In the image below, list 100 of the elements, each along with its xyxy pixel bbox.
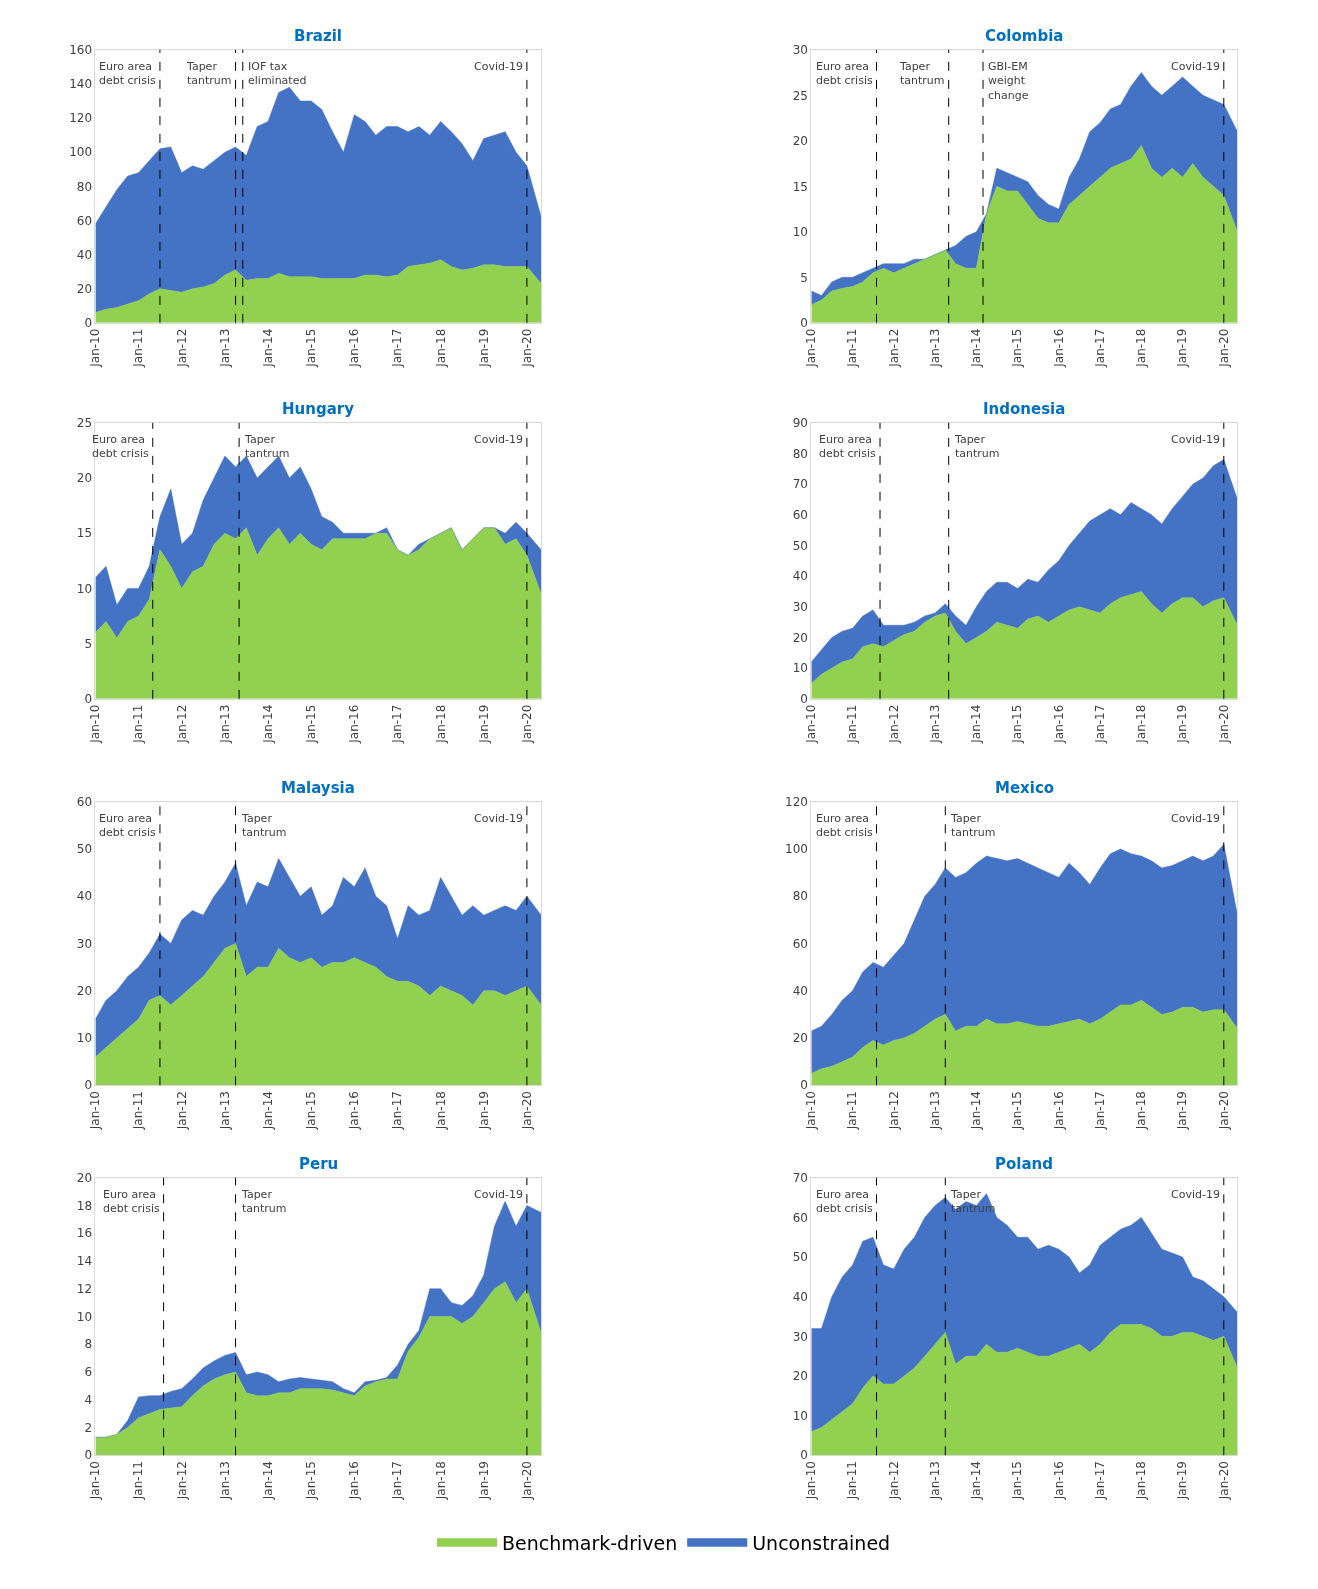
y-tick-label: 30	[76, 936, 93, 951]
x-tick-label: Jan-14	[260, 1461, 275, 1501]
x-tick-label: Jan-10	[804, 1091, 819, 1131]
y-tick-label: 0	[800, 1448, 808, 1463]
ref-line-label: Covid-19	[474, 60, 523, 73]
x-tick-label: Jan-20	[519, 1091, 534, 1131]
ref-line-label: Taper tantrum	[950, 812, 996, 840]
x-tick-label: Jan-20	[1216, 1091, 1231, 1131]
y-tick-label: 120	[785, 794, 808, 809]
y-tick-label: 18	[76, 1198, 93, 1213]
x-tick-label: Jan-10	[804, 328, 819, 368]
y-tick-label: 0	[84, 316, 93, 331]
x-tick-label: Jan-17	[1093, 1461, 1108, 1501]
x-tick-label: Jan-11	[845, 328, 860, 368]
ref-line-label: Taper tantrum	[244, 433, 290, 461]
x-tick-label: Jan-12	[174, 704, 189, 744]
y-tick-label: 10	[76, 581, 93, 596]
y-tick-label: 10	[792, 661, 808, 676]
x-tick-label: Jan-11	[131, 704, 146, 744]
x-tick-label: Jan-15	[1010, 1091, 1025, 1131]
x-tick-label: Jan-10	[88, 704, 103, 744]
y-tick-label: 40	[792, 983, 808, 998]
ref-line-label: Euro area debt crisis	[816, 1188, 873, 1216]
x-tick-label: Jan-11	[845, 1091, 860, 1131]
ref-line-label: Euro area debt crisis	[816, 812, 873, 840]
x-tick-label: Jan-19	[1175, 328, 1190, 368]
y-tick-label: 14	[76, 1254, 93, 1269]
x-tick-label: Jan-12	[886, 328, 901, 368]
ref-line-label: Covid-19	[1171, 60, 1220, 73]
x-tick-label: Jan-15	[304, 1461, 319, 1501]
ref-line-label: Taper tantrum	[186, 60, 232, 88]
chart-title: Mexico	[995, 779, 1055, 797]
x-tick-label: Jan-18	[1134, 1091, 1149, 1131]
x-tick-label: Jan-17	[1093, 328, 1108, 368]
y-tick-label: 15	[76, 526, 93, 541]
y-tick-label: 25	[792, 88, 808, 103]
y-tick-label: 6	[84, 1365, 93, 1380]
chart-title: Hungary	[282, 400, 355, 418]
y-tick-label: 0	[800, 316, 808, 331]
x-tick-label: Jan-18	[1134, 328, 1149, 368]
y-tick-label: 70	[792, 1170, 808, 1185]
y-tick-label: 20	[792, 630, 808, 645]
y-tick-label: 140	[69, 77, 93, 92]
y-tick-label: 10	[792, 1408, 808, 1423]
x-tick-label: Jan-13	[217, 1461, 232, 1501]
y-tick-label: 120	[69, 111, 93, 126]
ref-line-label: Covid-19	[1171, 433, 1220, 446]
chart-title: Malaysia	[281, 779, 355, 797]
x-tick-label: Jan-14	[260, 328, 275, 368]
x-tick-label: Jan-13	[217, 1091, 232, 1131]
y-tick-label: 30	[792, 43, 808, 58]
y-tick-label: 10	[76, 1031, 93, 1046]
y-tick-label: 90	[792, 416, 808, 431]
y-tick-label: 60	[792, 1210, 808, 1225]
x-tick-label: Jan-13	[217, 328, 232, 368]
x-tick-label: Jan-20	[519, 328, 534, 368]
x-tick-label: Jan-14	[969, 704, 984, 744]
x-tick-label: Jan-18	[433, 1461, 448, 1501]
ref-line-label: Euro area debt crisis	[816, 60, 873, 88]
x-tick-label: Jan-11	[131, 1091, 146, 1131]
y-tick-label: 100	[785, 842, 808, 857]
ref-line-label: Euro area debt crisis	[103, 1188, 160, 1216]
y-tick-label: 30	[792, 600, 808, 615]
y-tick-label: 0	[84, 692, 93, 707]
x-tick-label: Jan-16	[1051, 328, 1066, 368]
x-tick-label: Jan-17	[390, 1091, 405, 1131]
x-tick-label: Jan-15	[1010, 704, 1025, 744]
x-tick-label: Jan-10	[88, 1461, 103, 1501]
y-tick-label: 40	[792, 1289, 808, 1304]
x-tick-label: Jan-13	[217, 704, 232, 744]
y-tick-label: 20	[792, 134, 808, 149]
x-tick-label: Jan-12	[886, 704, 901, 744]
y-tick-label: 0	[800, 1078, 808, 1093]
ref-line-label: Euro area debt crisis	[99, 812, 156, 840]
y-tick-label: 16	[76, 1226, 93, 1241]
x-tick-label: Jan-10	[804, 1461, 819, 1501]
y-tick-label: 80	[792, 889, 808, 904]
x-tick-label: Jan-17	[390, 704, 405, 744]
y-tick-label: 10	[792, 225, 808, 240]
x-tick-label: Jan-10	[804, 704, 819, 744]
ref-line-label: Taper tantrum	[241, 1188, 287, 1216]
y-tick-label: 160	[69, 43, 93, 58]
x-tick-label: Jan-19	[476, 328, 491, 368]
ref-line-label: Euro area debt crisis	[819, 433, 876, 461]
x-tick-label: Jan-19	[1175, 704, 1190, 744]
ref-line-label: Euro area debt crisis	[99, 60, 156, 88]
x-tick-label: Jan-16	[347, 328, 362, 368]
chart-title: Colombia	[985, 27, 1064, 45]
x-tick-label: Jan-20	[519, 704, 534, 744]
x-tick-label: Jan-17	[1093, 1091, 1108, 1131]
x-tick-label: Jan-18	[433, 704, 448, 744]
x-tick-label: Jan-12	[886, 1461, 901, 1501]
y-tick-label: 60	[76, 213, 93, 228]
ref-line-label: Taper tantrum	[899, 60, 945, 88]
ref-line-label: Covid-19	[1171, 1188, 1220, 1201]
x-tick-label: Jan-18	[1134, 704, 1149, 744]
x-tick-label: Jan-15	[1010, 1461, 1025, 1501]
y-tick-label: 40	[76, 247, 93, 262]
x-tick-label: Jan-14	[969, 1461, 984, 1501]
x-tick-label: Jan-20	[1216, 1461, 1231, 1501]
